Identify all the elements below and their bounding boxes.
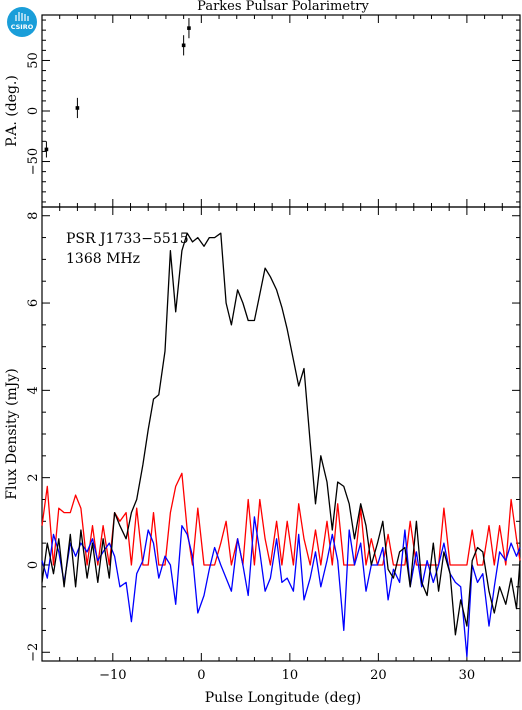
pa-panel-ticks: −50 0 50 xyxy=(26,15,521,207)
pa-ylabel: P.A. (deg.) xyxy=(4,75,20,147)
flux-series-line xyxy=(41,472,521,566)
flux-x-tick-label: −10 xyxy=(99,668,126,683)
flux-y-tick-label: −2 xyxy=(26,643,41,662)
csiro-logo: CSIRO xyxy=(7,7,37,37)
pa-point xyxy=(44,147,49,152)
pa-panel-frame xyxy=(41,14,521,208)
frequency-annotation: 1368 MHz xyxy=(66,251,140,267)
flux-y-tick-label: 0 xyxy=(26,561,41,569)
flux-y-tick-label: 2 xyxy=(26,474,41,482)
flux-series-line xyxy=(41,516,521,658)
pa-y-tick-label: 50 xyxy=(26,52,41,69)
flux-series-line xyxy=(41,232,521,636)
flux-xlabel: Pulse Longitude (deg) xyxy=(205,690,362,706)
flux-y-tick-label: 4 xyxy=(26,386,41,394)
flux-series xyxy=(41,232,521,658)
flux-y-tick-label: 6 xyxy=(26,299,41,307)
csiro-logo-circle xyxy=(7,7,37,37)
pa-y-tick-label: −50 xyxy=(26,148,41,175)
csiro-logo-text: CSIRO xyxy=(11,23,34,31)
flux-panel: −10 0 10 20 30 −2 0 2 4 6 8 PSR J1733−5515 1368 MH… xyxy=(4,206,521,706)
pa-points xyxy=(44,18,191,158)
flux-x-tick-label: 0 xyxy=(197,668,205,683)
flux-y-tick-label: 8 xyxy=(26,212,41,220)
pa-point xyxy=(181,43,186,48)
pulsar-name-annotation: PSR J1733−5515 xyxy=(66,231,189,247)
flux-panel-frame xyxy=(41,206,521,662)
pa-point xyxy=(187,26,191,30)
flux-ylabel: Flux Density (mJy) xyxy=(4,368,20,499)
flux-panel-ticks: −10 0 10 20 30 −2 0 2 4 6 8 xyxy=(26,207,521,683)
chart-title: Parkes Pulsar Polarimetry xyxy=(197,0,369,14)
pa-y-tick-label: 0 xyxy=(26,107,41,115)
flux-x-tick-label: 10 xyxy=(282,668,299,683)
flux-x-tick-label: 20 xyxy=(370,668,387,683)
flux-x-tick-label: 30 xyxy=(459,668,476,683)
pa-point xyxy=(75,106,80,110)
pa-panel: −50 0 50 P.A. (deg.) xyxy=(4,14,521,208)
csiro-logo-mark-icon xyxy=(15,12,29,21)
